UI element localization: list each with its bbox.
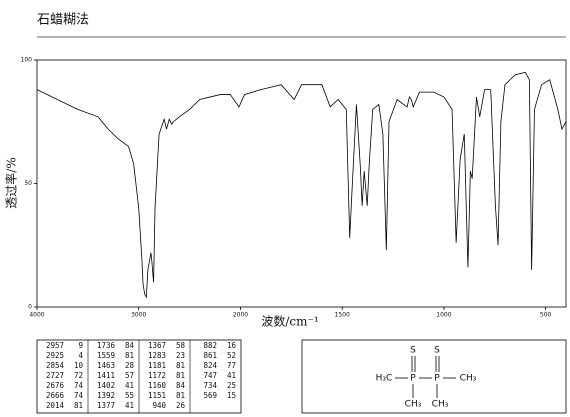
peak-transmittance: 4 xyxy=(78,351,83,360)
atom-label: P xyxy=(434,374,440,384)
peak-wavenumber: 1736 xyxy=(97,341,116,350)
peak-wavenumber: 2014 xyxy=(46,401,65,410)
atom-label: H₃C xyxy=(376,374,393,384)
peak-wavenumber: 569 xyxy=(203,391,217,400)
peak-transmittance: 28 xyxy=(125,361,135,370)
peak-wavenumber: 1283 xyxy=(148,351,166,360)
peak-wavenumber: 1559 xyxy=(97,351,115,360)
chart-title: 石蜡糊法 xyxy=(37,12,89,28)
peak-wavenumber: 1151 xyxy=(148,391,166,400)
peak-transmittance: 58 xyxy=(176,341,186,350)
peak-transmittance: 15 xyxy=(227,391,236,400)
peak-wavenumber: 2727 xyxy=(46,371,64,380)
peak-wavenumber: 1411 xyxy=(97,371,115,380)
peak-wavenumber: 1181 xyxy=(148,361,166,370)
peak-transmittance: 84 xyxy=(125,341,135,350)
peak-wavenumber: 2854 xyxy=(46,361,65,370)
atom-label: S xyxy=(434,346,440,356)
atom-label: S xyxy=(410,346,416,356)
x-tick-label: 500 xyxy=(540,312,552,319)
peak-transmittance: 16 xyxy=(227,341,237,350)
peak-transmittance: 81 xyxy=(176,371,185,380)
peak-transmittance: 74 xyxy=(74,391,84,400)
x-tick-label: 1000 xyxy=(436,312,451,319)
y-axis-label: 透过率/% xyxy=(4,157,19,208)
x-tick-label: 3000 xyxy=(131,312,146,319)
y-tick-label: 100 xyxy=(21,57,33,64)
peak-transmittance: 84 xyxy=(176,381,186,390)
peak-transmittance: 9 xyxy=(78,341,83,350)
peak-transmittance: 72 xyxy=(74,371,83,380)
peak-wavenumber: 1160 xyxy=(148,381,167,390)
peak-wavenumber: 1377 xyxy=(97,401,115,410)
peak-transmittance: 41 xyxy=(125,381,134,390)
peak-transmittance: 10 xyxy=(74,361,84,370)
structure-frame xyxy=(301,339,567,414)
atom-label: CH₃ xyxy=(432,400,449,410)
peak-transmittance: 81 xyxy=(125,351,134,360)
peak-wavenumber: 1402 xyxy=(97,381,115,390)
atom-label: CH₃ xyxy=(460,374,477,384)
peak-transmittance: 25 xyxy=(227,381,236,390)
spectrum-line xyxy=(36,71,567,299)
peak-wavenumber: 2957 xyxy=(46,341,64,350)
peak-transmittance: 81 xyxy=(176,361,185,370)
peak-transmittance: 81 xyxy=(74,401,83,410)
atom-label: P xyxy=(410,374,416,384)
y-tick-label: 50 xyxy=(24,180,32,187)
peak-transmittance: 55 xyxy=(125,391,134,400)
peak-wavenumber: 882 xyxy=(203,341,217,350)
peak-transmittance: 77 xyxy=(227,361,236,370)
peak-wavenumber: 824 xyxy=(203,361,217,370)
peak-transmittance: 81 xyxy=(176,391,185,400)
x-tick-label: 1500 xyxy=(335,312,350,319)
peak-wavenumber: 861 xyxy=(203,351,217,360)
peak-wavenumber: 747 xyxy=(203,371,217,380)
peak-wavenumber: 1367 xyxy=(148,341,166,350)
peak-transmittance: 26 xyxy=(176,401,186,410)
y-tick-label: 0 xyxy=(28,304,32,311)
x-axis-label: 波数/cm⁻¹ xyxy=(261,314,318,329)
peak-wavenumber: 2676 xyxy=(46,381,65,390)
peak-wavenumber: 1463 xyxy=(97,361,115,370)
peak-transmittance: 41 xyxy=(227,371,236,380)
peak-wavenumber: 940 xyxy=(152,401,166,410)
atom-label: CH₃ xyxy=(405,400,422,410)
peak-wavenumber: 1172 xyxy=(148,371,166,380)
plot-frame xyxy=(36,59,567,308)
peak-transmittance: 74 xyxy=(74,381,84,390)
peak-wavenumber: 734 xyxy=(203,381,217,390)
peak-transmittance: 52 xyxy=(227,351,236,360)
peak-wavenumber: 2925 xyxy=(46,351,64,360)
peak-wavenumber: 1392 xyxy=(97,391,115,400)
peak-wavenumber: 2666 xyxy=(46,391,65,400)
peak-transmittance: 23 xyxy=(176,351,185,360)
x-tick-label: 2000 xyxy=(233,312,248,319)
peak-transmittance: 41 xyxy=(125,401,134,410)
bonds xyxy=(395,356,456,398)
x-tick-label: 4000 xyxy=(29,312,44,319)
peak-transmittance: 57 xyxy=(125,371,134,380)
